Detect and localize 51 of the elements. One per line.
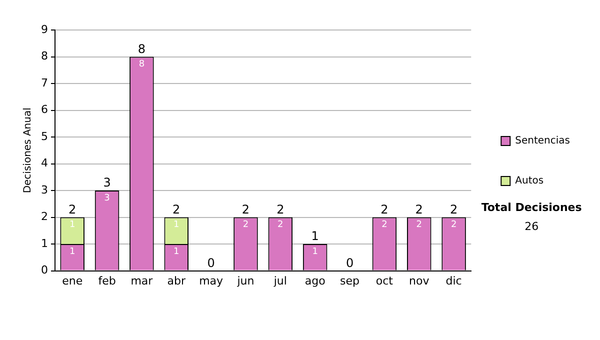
y-tick-label: 5 [41, 130, 48, 143]
data-label: 1 [312, 246, 318, 257]
data-label: 8 [138, 60, 145, 70]
y-tick-label: 2 [41, 210, 48, 224]
x-tick-label: ago [304, 274, 326, 288]
total-label: 2 [380, 202, 388, 216]
y-axis-title: Decisiones Anual [22, 108, 34, 194]
data-label: 2 [450, 220, 457, 230]
y-tick-label: 4 [41, 156, 48, 170]
x-tick-label: oct [376, 274, 394, 288]
y-tick-label: 8 [41, 50, 48, 63]
y-tick-label: 0 [41, 264, 48, 277]
data-label: 1 [69, 220, 76, 230]
y-tick-label: 1 [41, 236, 48, 250]
x-tick-label: sep [340, 274, 360, 288]
total-label: 2 [68, 202, 76, 216]
x-tick-label: mar [130, 274, 154, 288]
data-label: 2 [242, 220, 249, 230]
x-tick-label: ene [62, 274, 83, 288]
total-label: 2 [415, 202, 423, 216]
total-label: 2 [172, 202, 180, 216]
total-label: 2 [242, 202, 250, 216]
total-label: 1 [311, 229, 319, 244]
text: 26 [524, 220, 539, 233]
y-tick-label: 9 [41, 22, 48, 36]
data-label: 1 [174, 246, 180, 257]
total-label: 0 [346, 256, 354, 270]
total-label: 2 [450, 202, 458, 216]
data-label: 2 [382, 220, 388, 230]
data-label: 2 [278, 220, 284, 230]
legend-label: Sentencias [515, 136, 570, 147]
y-tick-label: 3 [41, 183, 48, 196]
data-label: 3 [104, 193, 110, 204]
y-tick-label: 6 [41, 103, 48, 116]
data-label: 1 [174, 220, 180, 230]
total-label: 8 [138, 42, 146, 56]
total-label: 3 [103, 176, 111, 190]
total-label: 0 [207, 256, 215, 270]
x-tick-label: may [199, 274, 224, 288]
x-tick-label: feb [98, 274, 116, 288]
x-tick-label: jul [272, 274, 287, 288]
y-tick-label: 7 [41, 76, 48, 90]
x-tick-label: dic [446, 274, 462, 288]
x-tick-label: abr [167, 274, 186, 288]
data-label: 1 [69, 246, 76, 257]
legend-label: Autos [515, 176, 544, 187]
text: Total Decisiones [481, 200, 582, 214]
x-tick-label: nov [409, 274, 430, 288]
x-tick-label: jun [236, 274, 254, 288]
total-label: 2 [276, 202, 284, 216]
data-label: 2 [416, 220, 422, 230]
